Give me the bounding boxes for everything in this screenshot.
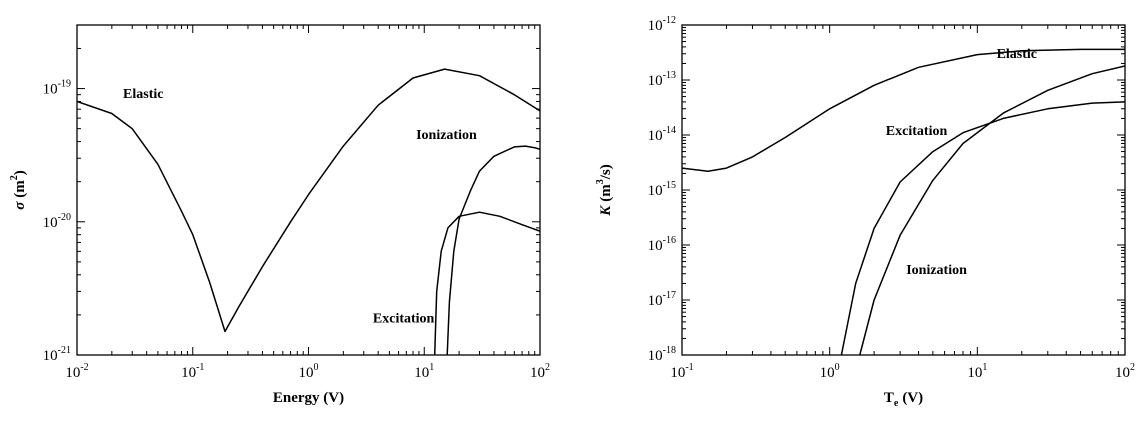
y-axis-label-exponent: 3 [595,179,606,184]
y-axis-label-unit-end: ) [12,170,28,175]
series-group [77,68,540,355]
y-axis-label-unit: (m [12,180,28,198]
series-line-elastic [682,48,1125,172]
y-tick-exponent: -12 [663,15,676,26]
y-tick-exponent: -13 [663,70,676,81]
annotation-elastic: Elastic [997,47,1037,62]
x-tick-label: 10-2 [65,362,88,381]
y-tick-label: 10-12 [648,15,676,34]
annotation-elastic: Elastic [123,87,163,102]
x-tick-exponent: 1 [429,362,434,373]
x-axis-label: Energy (V) [273,390,344,406]
annotation-ionization: Ionization [906,263,967,278]
x-tick-exponent: 0 [835,362,840,373]
x-tick-base: 10 [414,365,429,381]
y-tick-label: 10-16 [648,235,676,254]
x-tick-label: 101 [414,362,434,381]
y-tick-base: 10 [43,82,58,98]
y-tick-base: 10 [648,128,663,144]
x-tick-base: 10 [530,365,545,381]
y-tick-exponent: -17 [663,290,676,301]
y-tick-exponent: -15 [663,180,676,191]
x-tick-base: 10 [670,365,685,381]
rate-constant-chart: 10-1 100 101 10210-1810-1710-1610-1510-1410… [595,15,1135,409]
y-tick-label: 10-13 [648,70,676,89]
y-tick-label: 10-14 [648,125,676,144]
x-tick-base: 10 [1115,365,1130,381]
series-line-excitation [840,101,1125,355]
x-tick-label: 101 [967,362,987,381]
x-axis-label-symbol: T [884,390,894,406]
x-axis-label-subscript: e [894,398,899,409]
x-tick-base: 10 [181,365,196,381]
y-tick-base: 10 [648,238,663,254]
x-tick-exponent: 1 [982,362,987,373]
x-tick-label: 100 [820,362,840,381]
y-tick-label: 10-15 [648,180,676,199]
x-tick-exponent: 0 [314,362,319,373]
x-tick-label: 102 [1115,362,1135,381]
series-line-excitation [433,211,540,355]
plot-frame [681,24,1126,356]
y-axis-label-exponent: 2 [9,175,20,180]
x-tick-base: 10 [820,365,835,381]
x-axis-label: Te (V) [884,390,923,409]
x-tick-base: 10 [967,365,982,381]
y-tick-exponent: -20 [58,212,71,223]
y-tick-base: 10 [43,348,58,364]
y-tick-label: 10-17 [648,290,676,309]
y-tick-label: 10-18 [648,345,676,364]
y-tick-exponent: -18 [663,345,676,356]
y-tick-base: 10 [43,215,58,231]
x-tick-label: 102 [530,362,550,381]
y-tick-label: 10-19 [43,79,71,98]
x-tick-label: 100 [299,362,319,381]
y-tick-base: 10 [648,73,663,89]
annotation-excitation: Excitation [373,312,435,327]
series-group [682,48,1125,355]
y-axis-label-symbol: K [598,205,614,217]
y-tick-base: 10 [648,293,663,309]
y-tick-label: 10-20 [43,212,71,231]
annotation-excitation: Excitation [886,124,948,139]
y-tick-base: 10 [648,348,663,364]
y-tick-exponent: -19 [58,79,71,90]
y-axis-label-unit-end: /s) [598,164,614,180]
x-tick-base: 10 [65,365,80,381]
annotation-ionization: Ionization [416,128,477,143]
x-axis-label-unit: (V) [902,390,923,406]
y-axis-label: K (m3/s) [595,164,614,217]
y-tick-base: 10 [648,183,663,199]
y-axis-label: σ (m2) [9,170,28,210]
y-tick-exponent: -21 [58,345,71,356]
x-tick-label: 10-1 [181,362,204,381]
series-line-elastic [77,68,540,333]
x-tick-exponent: 2 [545,362,550,373]
x-tick-exponent: -1 [196,362,204,373]
y-tick-exponent: -14 [663,125,676,136]
y-axis-label-unit: (m [598,184,614,202]
x-tick-label: 10-1 [670,362,693,381]
x-tick-exponent: 2 [1130,362,1135,373]
y-tick-label: 10-21 [43,345,71,364]
y-tick-base: 10 [648,18,663,34]
x-tick-exponent: -2 [80,362,88,373]
series-line-ionization [859,65,1125,355]
series-line-ionization [446,145,540,355]
x-axis-label-text: Energy (V) [273,390,344,406]
y-axis-label-symbol: σ [12,201,28,210]
x-tick-exponent: -1 [685,362,693,373]
y-tick-exponent: -16 [663,235,676,246]
x-tick-base: 10 [299,365,314,381]
